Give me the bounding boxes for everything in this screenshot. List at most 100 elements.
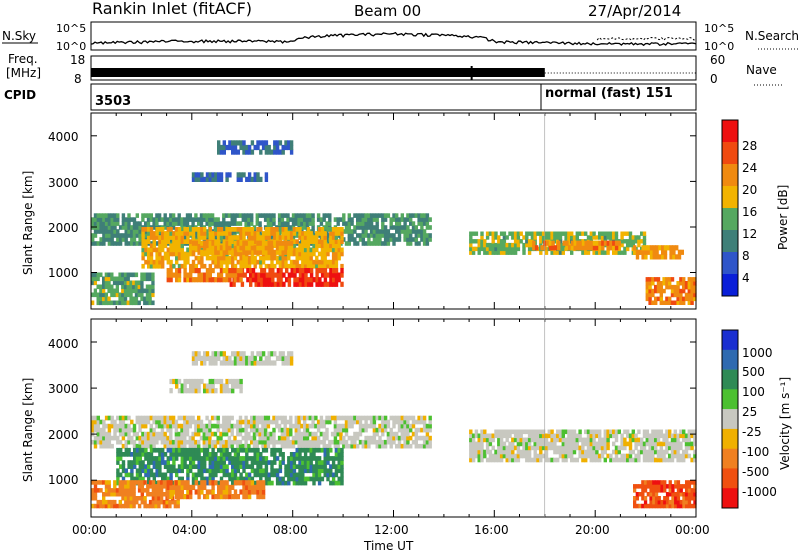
power-cell-1 (309, 235, 313, 240)
velocity-cell-1 (690, 441, 694, 447)
velocity-cell-0 (194, 439, 198, 445)
velocity-cell-1 (483, 433, 487, 439)
velocity-cell-3 (121, 480, 125, 485)
velocity-cell-3 (132, 492, 136, 497)
velocity-cell-0 (110, 415, 114, 421)
power-cell-4 (281, 245, 285, 251)
power-cell-6 (595, 240, 599, 246)
velocity-cell-1 (640, 445, 644, 451)
velocity-cell-4 (236, 480, 240, 486)
power-cell-7 (675, 245, 679, 251)
velocity-cell-5 (643, 499, 648, 505)
velocity-cell-0 (347, 423, 351, 429)
power-cell-0 (222, 213, 226, 218)
velocity-cell-0 (163, 443, 167, 449)
velocity-cell-0 (347, 435, 351, 441)
velocity-cell-0 (289, 431, 293, 437)
velocity-cell-1 (637, 449, 641, 455)
velocity-cell-3 (159, 480, 164, 485)
velocity-cell-1 (547, 429, 551, 435)
velocity-cell-4 (211, 480, 215, 486)
power-cell-1 (317, 243, 322, 249)
power-cell-0 (233, 221, 237, 226)
velocity-cell-2 (264, 447, 269, 453)
velocity-cell-0 (336, 439, 340, 445)
velocity-cell-0 (96, 423, 100, 429)
power-cell-0 (297, 221, 301, 226)
power-cell-1 (214, 227, 218, 232)
power-cell-1 (315, 255, 319, 261)
velocity-cell-0 (230, 415, 234, 421)
velocity-cell-1 (612, 449, 616, 455)
power-cell-11 (264, 172, 269, 178)
power-cell-0 (350, 233, 354, 238)
power-cell-5 (589, 231, 593, 236)
power-cell-11 (247, 176, 252, 182)
velocity-cell-4 (183, 494, 187, 500)
velocity-cell-1 (586, 453, 591, 459)
velocity-cell-0 (183, 443, 187, 449)
power-colorbar-swatches (722, 120, 738, 297)
power-cell-0 (347, 241, 351, 246)
power-cell-5 (533, 231, 537, 236)
power-cell-3 (166, 277, 170, 283)
velocity-cell-5 (643, 488, 648, 493)
velocity-cell-4 (208, 489, 212, 495)
power-cell-0 (185, 221, 190, 226)
power-cell-1 (158, 235, 162, 240)
power-cell-1 (303, 259, 308, 265)
power-cell-10 (275, 140, 280, 146)
power-cell-5 (553, 239, 557, 244)
velocity-cell-0 (422, 443, 427, 449)
power-cell-9 (110, 300, 114, 306)
velocity-cell-0 (188, 443, 192, 449)
velocity-cell-0 (91, 423, 95, 429)
velocity-cell-2 (200, 472, 204, 478)
power-cell-8 (690, 296, 694, 302)
velocity-cell-0 (250, 439, 254, 445)
velocity-cell-0 (422, 415, 427, 421)
velocity-cell-2 (158, 456, 162, 461)
power-cell-11 (200, 172, 204, 178)
velocity-cell-1 (631, 437, 635, 443)
velocity-cell-1 (684, 441, 689, 447)
velocity-cell-2 (161, 460, 165, 465)
power-cell-0 (127, 241, 131, 246)
velocity-cell-1 (659, 449, 663, 455)
velocity-cell-0 (395, 443, 399, 449)
velocity-cell-0 (163, 423, 167, 429)
power-cell-5 (539, 239, 543, 244)
velocity-cell-1 (665, 429, 669, 435)
noise-right-tick-top: 10^5 (704, 22, 734, 35)
power-cell-1 (329, 263, 333, 269)
power-cell-1 (301, 239, 305, 244)
power-cell-1 (312, 263, 316, 269)
power-cell-1 (250, 235, 255, 240)
power-cell-8 (676, 300, 680, 305)
velocity-cell-0 (333, 423, 338, 429)
velocity-cell-7 (219, 388, 224, 394)
velocity-cell-1 (567, 433, 571, 439)
power-cell-1 (175, 231, 179, 236)
velocity-cell-4 (189, 489, 193, 495)
velocity-cell-1 (561, 445, 565, 451)
velocity-cell-7 (219, 378, 224, 385)
velocity-cell-3 (124, 484, 128, 489)
velocity-cell-0 (311, 443, 315, 449)
power-cell-0 (375, 237, 379, 242)
velocity-cell-1 (642, 429, 647, 435)
power-cell-0 (130, 225, 134, 230)
power-cell-0 (369, 241, 374, 246)
velocity-cell-2 (312, 468, 316, 474)
velocity-cell-0 (183, 435, 187, 441)
velocity-cell-0 (163, 431, 167, 437)
power-cell-9 (123, 276, 128, 282)
power-cell-0 (286, 225, 290, 230)
power-cell-3 (200, 272, 204, 278)
velocity-cell-1 (525, 437, 529, 443)
velocity-cell-2 (121, 460, 126, 465)
velocity-cell-3 (124, 496, 128, 501)
power-cell-0 (381, 213, 385, 218)
velocity-cell-4 (259, 484, 263, 490)
velocity-cell-0 (316, 419, 321, 425)
